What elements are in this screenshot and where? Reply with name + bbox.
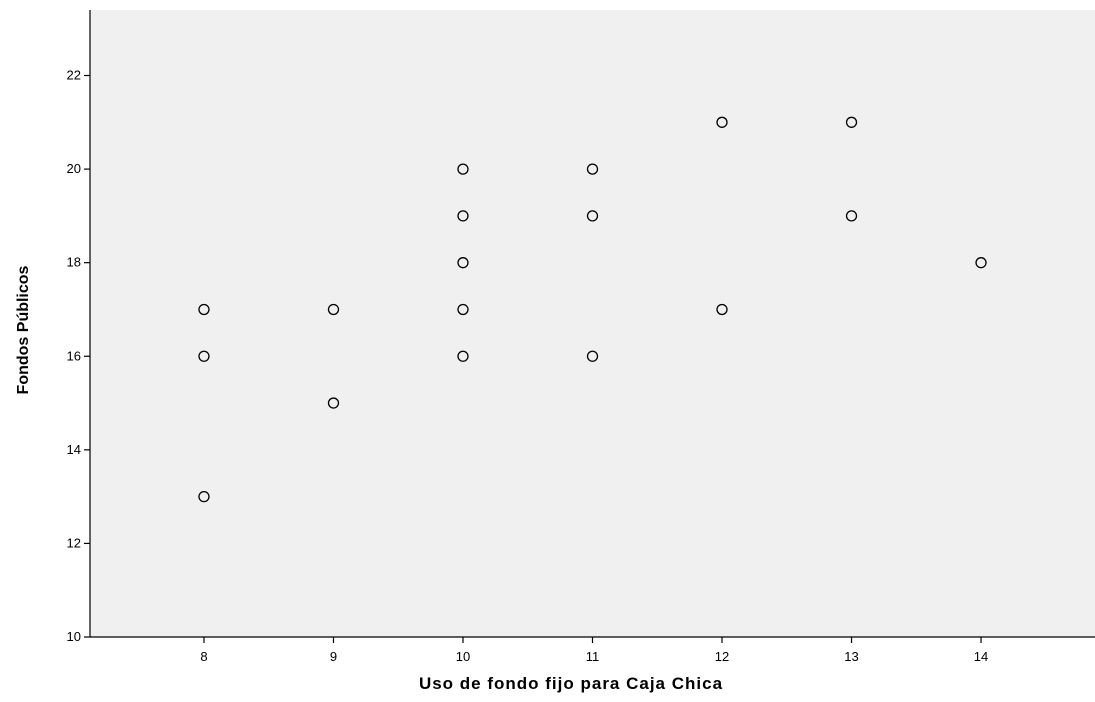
data-point xyxy=(457,210,469,222)
x-tick-label: 10 xyxy=(456,649,470,664)
y-axis-title: Fondos Públicos xyxy=(15,265,32,394)
data-point xyxy=(457,303,469,316)
y-tick-label: 12 xyxy=(67,535,81,550)
data-point xyxy=(845,116,858,128)
y-tick-label: 20 xyxy=(67,161,81,176)
data-point xyxy=(457,257,469,269)
data-point xyxy=(586,163,599,175)
data-point xyxy=(198,490,210,503)
y-tick-label: 16 xyxy=(67,348,81,363)
y-axis-ticks: 10 12 14 16 18 20 22 xyxy=(67,68,90,644)
data-point xyxy=(327,397,340,409)
y-tick-label: 10 xyxy=(67,629,81,644)
x-tick-label: 11 xyxy=(586,649,600,664)
x-axis-title: Uso de fondo fijo para Caja Chica xyxy=(419,674,723,693)
data-point xyxy=(716,116,728,128)
data-point xyxy=(327,303,340,316)
data-point xyxy=(716,303,728,316)
data-point xyxy=(198,303,210,316)
data-point xyxy=(198,350,210,362)
x-tick-label: 14 xyxy=(974,649,988,664)
data-point xyxy=(975,257,987,269)
data-point xyxy=(457,163,469,175)
x-tick-label: 9 xyxy=(330,649,337,664)
x-tick-label: 8 xyxy=(200,649,207,664)
y-tick-label: 18 xyxy=(67,255,81,270)
data-points xyxy=(198,116,987,503)
data-point xyxy=(457,350,469,362)
data-point xyxy=(586,350,599,362)
data-point xyxy=(845,210,858,222)
x-axis-ticks: 8 9 10 11 12 13 14 xyxy=(200,637,988,664)
plot-area xyxy=(90,10,1095,637)
y-tick-label: 14 xyxy=(67,442,81,457)
x-tick-label: 12 xyxy=(715,649,729,664)
x-tick-label: 13 xyxy=(844,649,858,664)
y-tick-label: 22 xyxy=(67,68,81,83)
data-point xyxy=(586,210,599,222)
